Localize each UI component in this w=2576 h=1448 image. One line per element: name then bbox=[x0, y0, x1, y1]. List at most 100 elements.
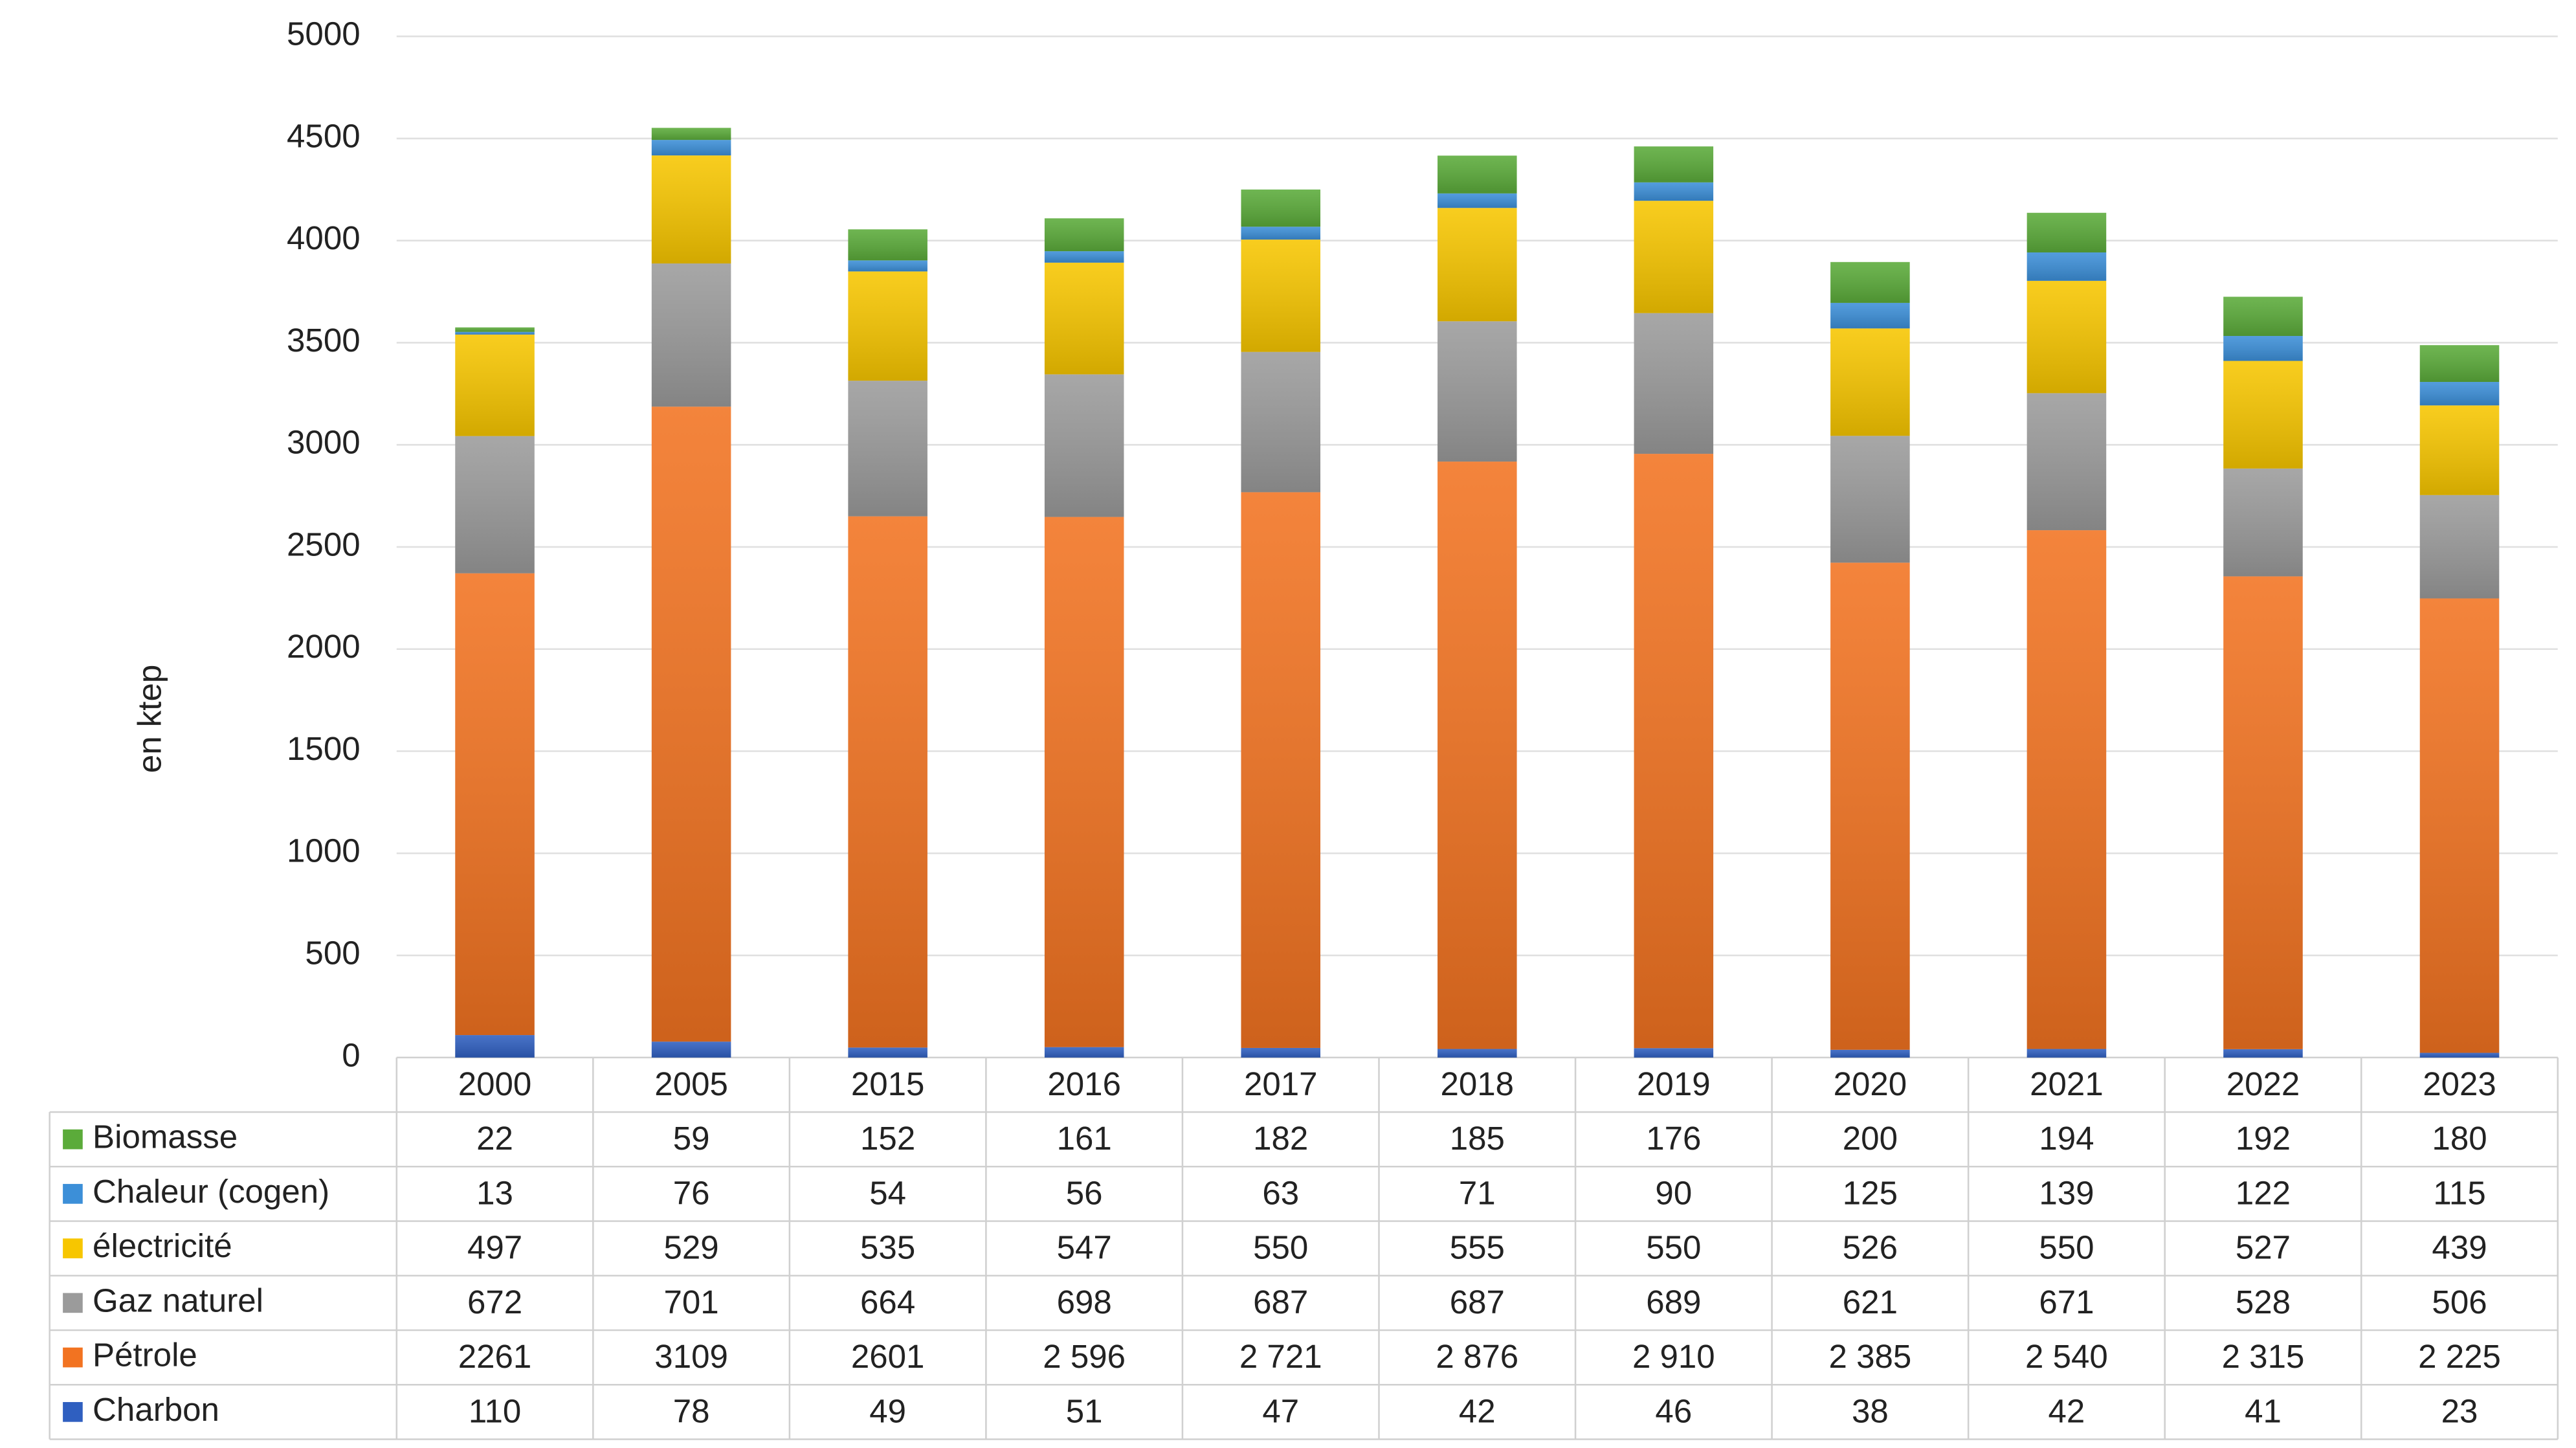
bar-segment bbox=[1241, 492, 1321, 1048]
table-cell: 46 bbox=[1655, 1392, 1692, 1429]
bar-segment bbox=[651, 263, 731, 407]
bar-segment bbox=[2026, 393, 2107, 531]
bar-segment bbox=[1634, 454, 1714, 1049]
x-tick-label: 2005 bbox=[654, 1065, 728, 1102]
bar-segment bbox=[1241, 239, 1321, 352]
table-cell: 529 bbox=[664, 1229, 719, 1266]
table-cell: 2 225 bbox=[2418, 1338, 2501, 1375]
legend-swatch bbox=[63, 1184, 83, 1204]
table-cell: 22 bbox=[476, 1120, 513, 1157]
table-cell: 54 bbox=[869, 1174, 906, 1211]
bar-segment bbox=[2223, 296, 2303, 337]
table-cell: 2 596 bbox=[1043, 1338, 1126, 1375]
bar-segment bbox=[1830, 1049, 1910, 1058]
table-cell: 200 bbox=[1843, 1120, 1898, 1157]
bar-segment bbox=[848, 381, 927, 517]
bar-segment bbox=[2419, 495, 2500, 599]
bar-segment bbox=[1044, 251, 1124, 263]
table-cell: 139 bbox=[2039, 1174, 2094, 1211]
bar-segment bbox=[455, 436, 535, 574]
x-tick-label: 2015 bbox=[851, 1065, 925, 1102]
x-tick-label: 2021 bbox=[2030, 1065, 2104, 1102]
bar-segment bbox=[2026, 280, 2107, 394]
table-cell: 2 721 bbox=[1239, 1338, 1322, 1375]
bar-segment bbox=[651, 128, 731, 140]
bar-segment bbox=[848, 271, 927, 381]
bar-segment bbox=[651, 155, 731, 264]
legend-label: Gaz naturel bbox=[93, 1282, 263, 1319]
bar-segment bbox=[455, 334, 535, 436]
table-cell: 122 bbox=[2236, 1174, 2291, 1211]
table-cell: 550 bbox=[1646, 1229, 1701, 1266]
table-cell: 689 bbox=[1646, 1284, 1701, 1320]
legend-label: Chaleur (cogen) bbox=[93, 1173, 329, 1210]
table-cell: 672 bbox=[467, 1284, 522, 1320]
bar-segment bbox=[2223, 336, 2303, 361]
bar-segment bbox=[2026, 530, 2107, 1049]
y-tick-label: 2000 bbox=[287, 628, 361, 665]
y-tick-label: 3500 bbox=[287, 322, 361, 359]
table-cell: 125 bbox=[1843, 1174, 1898, 1211]
bar-segment bbox=[455, 573, 535, 1036]
table-cell: 41 bbox=[2245, 1392, 2282, 1429]
y-tick-label: 4500 bbox=[287, 117, 361, 154]
bar-segment bbox=[1044, 374, 1124, 517]
table-cell: 42 bbox=[1459, 1392, 1496, 1429]
bar-segment bbox=[848, 229, 927, 261]
table-cell: 161 bbox=[1057, 1120, 1112, 1157]
bar-segment bbox=[1241, 1047, 1321, 1058]
table-cell: 51 bbox=[1066, 1392, 1103, 1429]
table-cell: 555 bbox=[1450, 1229, 1505, 1266]
bar-segment bbox=[1634, 182, 1714, 201]
table-cell: 528 bbox=[2236, 1284, 2291, 1320]
bar-segment bbox=[1634, 146, 1714, 183]
bar-segment bbox=[651, 140, 731, 156]
bar-segment bbox=[1830, 328, 1910, 436]
y-tick-label: 4000 bbox=[287, 219, 361, 256]
bar-segment bbox=[651, 407, 731, 1042]
bar-segment bbox=[2223, 576, 2303, 1049]
bar-segment bbox=[1044, 262, 1124, 375]
bar-segment bbox=[1044, 517, 1124, 1047]
table-cell: 2261 bbox=[458, 1338, 532, 1375]
table-cell: 47 bbox=[1262, 1392, 1299, 1429]
bar-segment bbox=[455, 327, 535, 332]
x-tick-label: 2016 bbox=[1047, 1065, 1121, 1102]
bar-segment bbox=[2223, 1049, 2303, 1058]
table-cell: 42 bbox=[2049, 1392, 2085, 1429]
table-cell: 185 bbox=[1450, 1120, 1505, 1157]
bar-segment bbox=[1830, 436, 1910, 563]
legend-label: Pétrole bbox=[93, 1337, 197, 1374]
x-tick-label: 2018 bbox=[1441, 1065, 1515, 1102]
y-tick-label: 1500 bbox=[287, 730, 361, 767]
table-cell: 698 bbox=[1057, 1284, 1112, 1320]
bar-segment bbox=[455, 1035, 535, 1058]
bar-segment bbox=[2419, 1053, 2500, 1058]
table-cell: 2 910 bbox=[1632, 1338, 1715, 1375]
y-tick-label: 5000 bbox=[287, 16, 361, 52]
table-cell: 194 bbox=[2039, 1120, 2094, 1157]
y-tick-label: 500 bbox=[305, 935, 360, 972]
legend-swatch bbox=[63, 1347, 83, 1368]
bar-segment bbox=[1438, 155, 1517, 194]
table-cell: 621 bbox=[1843, 1284, 1898, 1320]
table-cell: 2 540 bbox=[2025, 1338, 2108, 1375]
x-tick-label: 2023 bbox=[2423, 1065, 2496, 1102]
y-axis-label: en ktep bbox=[131, 665, 168, 773]
table-cell: 2 876 bbox=[1436, 1338, 1518, 1375]
bar-segment bbox=[1634, 201, 1714, 313]
bar-segment bbox=[1241, 351, 1321, 493]
table-cell: 152 bbox=[860, 1120, 915, 1157]
legend-swatch bbox=[63, 1293, 83, 1313]
y-tick-label: 0 bbox=[342, 1036, 360, 1073]
bar-segment bbox=[2026, 252, 2107, 281]
table-cell: 182 bbox=[1253, 1120, 1308, 1157]
bar-segment bbox=[1634, 313, 1714, 454]
table-cell: 78 bbox=[673, 1392, 710, 1429]
table-cell: 49 bbox=[869, 1392, 906, 1429]
table-cell: 671 bbox=[2039, 1284, 2094, 1320]
bar-segment bbox=[1830, 562, 1910, 1050]
legend-swatch bbox=[63, 1238, 83, 1258]
table-cell: 550 bbox=[2039, 1229, 2094, 1266]
